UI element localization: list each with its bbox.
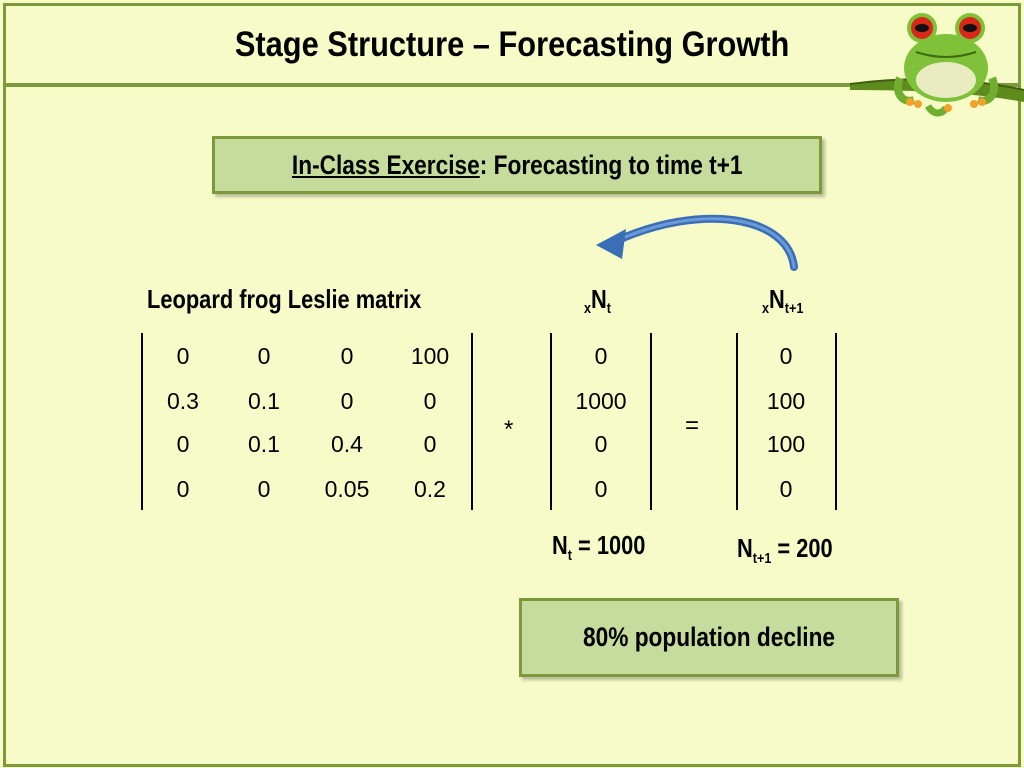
- matrix-cell: 0: [176, 431, 190, 457]
- exercise-text: In-Class Exercise: Forecasting to time t…: [292, 150, 743, 181]
- matrix-cell: 0.05: [324, 476, 370, 502]
- nt-cell: 0: [594, 343, 608, 369]
- matrix-heading: Leopard frog Leslie matrix: [147, 284, 422, 314]
- matrix-cell: 0.4: [331, 431, 363, 457]
- nt1-cell: 100: [766, 431, 806, 457]
- nt-total-value: = 1000: [571, 530, 646, 560]
- matrix-cell: 0: [176, 343, 190, 369]
- curved-arrow-icon: [596, 214, 798, 271]
- nt-total: Nt = 1000: [552, 530, 645, 564]
- matrix-cell: 0: [176, 476, 190, 502]
- nt-right-bar: [650, 333, 652, 510]
- nt1-heading-pre: x: [762, 300, 770, 317]
- nt1-total: Nt+1 = 200: [737, 533, 833, 567]
- exercise-label: In-Class Exercise: [291, 149, 480, 180]
- title-band: Stage Structure – Forecasting Growth: [3, 3, 1021, 87]
- matrix-cell: 0: [257, 343, 271, 369]
- slide-title: Stage Structure – Forecasting Growth: [234, 25, 790, 64]
- frog-illustration: [850, 13, 1024, 117]
- matrix-cell: 0: [423, 431, 437, 457]
- matrix-cell: 0.1: [248, 388, 280, 414]
- nt-cell: 1000: [575, 388, 627, 414]
- nt1-heading-base: N: [769, 284, 785, 314]
- matrix-cell: 0: [340, 343, 354, 369]
- nt-heading-sub: t: [606, 300, 611, 317]
- nt-left-bar: [550, 333, 552, 510]
- result-text: 80% population decline: [582, 622, 836, 652]
- nt-heading: xNt: [584, 284, 611, 317]
- nt-cell: 0: [594, 431, 608, 457]
- nt1-total-base: N: [737, 533, 753, 563]
- matrix-cell: 0: [257, 476, 271, 502]
- slide-frame: [3, 3, 1021, 767]
- matrix-left-bar: [141, 333, 143, 510]
- nt1-heading-sub: t+1: [784, 300, 804, 317]
- equals-sign: =: [685, 412, 700, 439]
- result-box: 80% population decline: [519, 598, 899, 677]
- matrix-right-bar: [471, 333, 473, 510]
- matrix-cell: 100: [410, 343, 450, 369]
- nt1-cell: 0: [779, 476, 793, 502]
- matrix-cell: 0: [423, 388, 437, 414]
- exercise-banner: In-Class Exercise: Forecasting to time t…: [212, 136, 822, 194]
- exercise-rest: : Forecasting to time t+1: [479, 149, 743, 180]
- nt1-left-bar: [736, 333, 738, 510]
- matrix-cell: 0.3: [167, 388, 199, 414]
- nt1-right-bar: [835, 333, 837, 510]
- nt1-total-value: = 200: [771, 533, 833, 563]
- matrix-cell: 0: [340, 388, 354, 414]
- nt1-total-sub: t+1: [752, 550, 772, 567]
- matrix-cell: 0.2: [414, 476, 446, 502]
- matrix-cell: 0.1: [248, 431, 280, 457]
- nt-heading-pre: x: [584, 300, 592, 317]
- nt1-heading: xNt+1: [762, 284, 803, 317]
- multiply-sign: *: [504, 416, 514, 443]
- nt-total-base: N: [552, 530, 568, 560]
- nt1-cell: 0: [779, 343, 793, 369]
- nt-heading-base: N: [591, 284, 607, 314]
- nt1-cell: 100: [766, 388, 806, 414]
- nt-total-sub: t: [567, 547, 572, 564]
- nt-cell: 0: [594, 476, 608, 502]
